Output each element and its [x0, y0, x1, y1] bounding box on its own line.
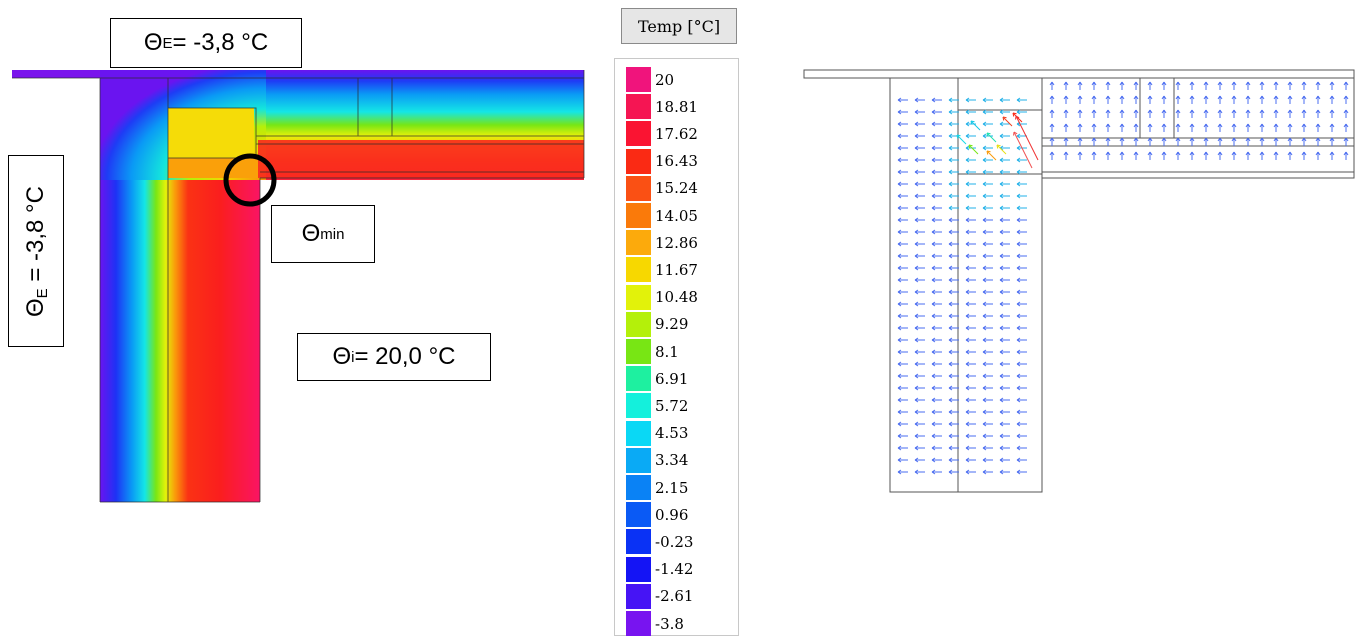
legend-entry: 6.91: [626, 365, 688, 392]
legend-entry: 18.81: [626, 93, 698, 120]
legend-value: 2.15: [655, 478, 689, 497]
legend-swatch: [626, 284, 651, 310]
legend-value: 9.29: [655, 315, 689, 334]
legend-value: -0.23: [655, 532, 694, 551]
legend-value: 14.05: [655, 206, 698, 225]
legend-entry: 15.24: [626, 175, 698, 202]
legend-swatch: [626, 366, 651, 392]
legend-entry: 0.96: [626, 501, 688, 528]
legend-value: 18.81: [655, 97, 698, 116]
legend-swatch: [626, 257, 651, 283]
legend-swatch: [626, 393, 651, 419]
legend-entry: -2.61: [626, 583, 693, 610]
legend-value: -2.61: [655, 587, 694, 606]
legend-value: 0.96: [655, 505, 689, 524]
legend-value: 10.48: [655, 288, 698, 307]
legend-entry: -0.23: [626, 528, 693, 555]
legend-entry: 5.72: [626, 392, 688, 419]
legend-swatch: [626, 121, 651, 147]
legend-swatch: [626, 148, 651, 174]
legend-entry: 2.15: [626, 474, 688, 501]
legend-entry: 20: [626, 66, 674, 93]
legend-swatch: [626, 203, 651, 228]
theta-min-marker: [223, 153, 277, 207]
legend-entry: 16.43: [626, 148, 698, 175]
legend-swatch: [626, 94, 651, 120]
legend-value: 15.24: [655, 179, 698, 198]
legend-entry: 8.1: [626, 338, 679, 365]
legend-swatch: [626, 502, 651, 528]
legend-value: 3.34: [655, 451, 689, 470]
legend-swatch: [626, 67, 651, 92]
legend-value: 8.1: [655, 342, 679, 361]
legend-value: 12.86: [655, 233, 698, 252]
legend-swatch: [626, 339, 651, 364]
legend-value: 16.43: [655, 152, 698, 171]
legend-value: 11.67: [655, 260, 698, 279]
legend-swatch: [626, 311, 651, 337]
heat-flux-field: [803, 69, 1355, 493]
legend-entry: 10.48: [626, 284, 698, 311]
legend-value: 17.62: [655, 124, 698, 143]
legend-entry: 14.05: [626, 202, 698, 229]
legend-swatch: [626, 583, 651, 609]
legend-entry: -1.42: [626, 556, 693, 583]
legend-entry: 3.34: [626, 447, 688, 474]
legend-value: -3.8: [655, 614, 684, 633]
label-theta-e-left: ΘE = -3,8 °C: [8, 155, 64, 347]
legend-value: -1.42: [655, 560, 694, 579]
legend-title: Temp [°C]: [621, 8, 737, 44]
legend-swatch: [626, 447, 651, 473]
legend-entry: -3.8: [626, 610, 684, 637]
legend-swatch: [626, 529, 651, 555]
legend-swatch: [626, 611, 651, 636]
legend-swatch: [626, 556, 651, 582]
legend-entry: 12.86: [626, 229, 698, 256]
legend-entry: 17.62: [626, 120, 698, 147]
legend-value: 5.72: [655, 396, 689, 415]
legend-swatch: [626, 175, 651, 201]
legend-entry: 9.29: [626, 311, 688, 338]
legend-swatch: [626, 475, 651, 500]
legend-swatch: [626, 230, 651, 256]
temperature-field: [12, 70, 585, 503]
legend-value: 6.91: [655, 369, 689, 388]
legend-entry: 4.53: [626, 420, 688, 447]
legend-swatch: [626, 420, 651, 446]
legend-entry: 11.67: [626, 256, 698, 283]
legend-value: 4.53: [655, 424, 689, 443]
legend-value: 20: [655, 70, 675, 89]
